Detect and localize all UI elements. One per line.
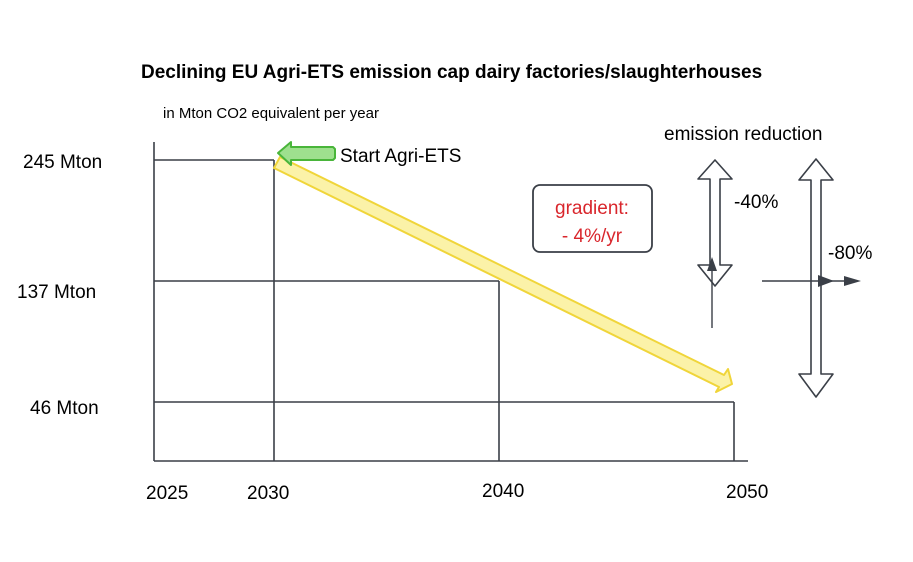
y-label-137: 137 Mton (17, 282, 96, 303)
pointer-right-icon-1 (818, 275, 834, 287)
emission-reduction-title: emission reduction (664, 124, 822, 145)
diagram-title: Declining EU Agri-ETS emission cap dairy… (141, 62, 762, 83)
pct-80-label: -80% (828, 243, 872, 264)
x-label-2050: 2050 (726, 482, 768, 503)
y-label-46: 46 Mton (30, 398, 99, 419)
x-label-2025: 2025 (146, 483, 188, 504)
gradient-line2: - 4%/yr (562, 226, 623, 247)
pct-40-label: -40% (734, 192, 778, 213)
unit-label: in Mton CO2 equivalent per year (163, 105, 379, 122)
y-label-245: 245 Mton (23, 152, 102, 173)
double-arrow-80 (798, 158, 834, 398)
axes-grid (153, 142, 748, 462)
start-arrow (277, 141, 336, 166)
x-label-2040: 2040 (482, 481, 524, 502)
pointer-right-icon-2 (844, 276, 861, 286)
double-arrow-40 (697, 159, 733, 287)
x-label-2030: 2030 (247, 483, 289, 504)
gradient-box (532, 184, 653, 253)
pointer-up-icon (707, 257, 717, 271)
gradient-line1: gradient: (555, 198, 629, 219)
cap-decline-arrow (273, 156, 733, 393)
start-label: Start Agri-ETS (340, 146, 461, 167)
